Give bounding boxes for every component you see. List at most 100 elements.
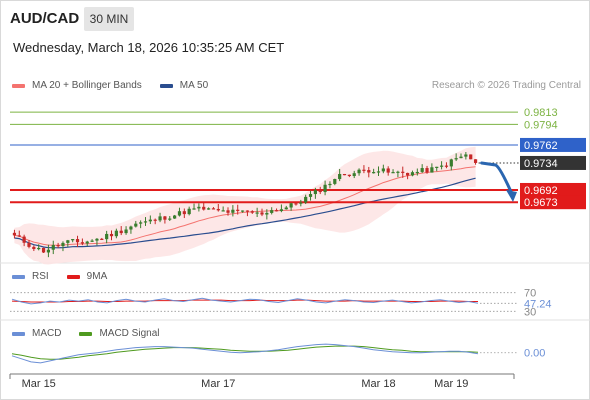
projection-arrow <box>480 161 514 196</box>
candle-body <box>17 235 21 237</box>
candle-body <box>80 242 84 244</box>
level-label-0.9813: 0.9813 <box>524 107 558 119</box>
level-tag-pivot <box>520 137 586 152</box>
current-price-label: 0.9734 <box>524 158 558 170</box>
candle-body <box>187 208 191 215</box>
candle-body <box>100 238 104 241</box>
candle-body <box>90 240 94 242</box>
level-tag-support <box>520 182 586 197</box>
candle-body <box>265 212 269 215</box>
candle-body <box>333 179 337 184</box>
ma50-swatch <box>159 83 173 88</box>
candle-body <box>328 183 332 186</box>
candle-body <box>192 208 196 210</box>
candle-body <box>56 245 60 247</box>
candle-body <box>148 219 152 222</box>
rsi-ma-swatch <box>66 274 80 279</box>
candle-body <box>425 168 429 173</box>
candle-body <box>391 172 395 174</box>
x-tick-label: Mar 18 <box>361 378 395 390</box>
rsi-tick-30: 30 <box>524 306 536 318</box>
candle-body <box>255 212 259 214</box>
chart-datetime: Wednesday, March 18, 2026 10:35:25 AM CE… <box>13 40 285 55</box>
candle-body <box>119 230 123 234</box>
macd-line <box>11 343 479 364</box>
current-price-tag <box>520 155 586 170</box>
candle-body <box>66 240 70 243</box>
candle-body <box>22 236 26 243</box>
macd-legend: MACD MACD Signal <box>12 328 177 339</box>
candle-body <box>226 210 230 213</box>
rsi-line <box>11 297 479 305</box>
candle-body <box>231 209 235 213</box>
candle-body <box>430 167 434 173</box>
ma20-swatch <box>12 83 25 88</box>
candle-body <box>260 212 264 215</box>
candle-body <box>381 168 385 172</box>
candle-body <box>105 233 109 240</box>
candle-body <box>61 242 65 247</box>
candle-body <box>372 172 376 174</box>
candle-body <box>362 169 366 171</box>
candle-body <box>376 171 381 173</box>
candle-body <box>182 211 186 215</box>
candle-body <box>37 247 41 250</box>
legend-item-ma50: MA 50 <box>159 80 209 91</box>
candle-body <box>406 172 410 176</box>
research-credit: Research © 2026 Trading Central <box>431 80 581 91</box>
candle-body <box>245 210 250 212</box>
candle-body <box>236 209 240 211</box>
level-label-0.9794: 0.9794 <box>524 119 558 131</box>
candle-body <box>274 210 279 212</box>
candle-body <box>206 208 211 210</box>
macd-signal-line <box>11 345 479 360</box>
candle-body <box>435 166 439 168</box>
candle-body <box>342 173 347 176</box>
candle-body <box>401 171 405 173</box>
macd-value-label: 0.00 <box>524 348 545 360</box>
candle-body <box>289 203 293 208</box>
candle-body <box>473 159 478 163</box>
candle-body <box>158 216 162 221</box>
candle-body <box>439 165 444 167</box>
rsi-legend: RSI 9MA <box>12 271 125 282</box>
legend-label-ma20: MA 20 + Bollinger Bands <box>32 80 142 91</box>
main-legend: MA 20 + Bollinger Bands MA 50 <box>12 80 226 91</box>
candle-body <box>357 169 361 174</box>
candle-body <box>177 211 182 216</box>
candle-body <box>410 172 415 176</box>
candle-body <box>240 210 245 212</box>
candle-body <box>27 242 31 247</box>
ma50-line <box>14 177 476 249</box>
rsi-swatch <box>12 274 25 279</box>
candle-body <box>313 190 317 195</box>
candle-body <box>163 216 167 220</box>
candle-body <box>420 168 424 172</box>
candle-body <box>318 190 322 193</box>
rsi-value-label: 47.24 <box>524 298 552 310</box>
candle-body <box>71 239 75 241</box>
candle-body <box>469 154 473 160</box>
candle-body <box>279 209 284 212</box>
candle-body <box>299 202 303 204</box>
candle-body <box>173 215 177 219</box>
x-tick-label: Mar 15 <box>22 378 56 390</box>
candle-body <box>338 173 342 180</box>
timeframe-button[interactable]: 30 MIN <box>84 7 134 31</box>
candle-body <box>449 159 453 167</box>
bollinger-band <box>14 146 476 265</box>
candle-body <box>352 173 356 177</box>
candle-body <box>444 165 449 167</box>
candle-body <box>396 171 400 173</box>
projection-arrow-head <box>506 189 517 202</box>
legend-label-ma50: MA 50 <box>179 80 209 91</box>
candle-body <box>114 230 118 237</box>
candle-body <box>153 219 157 221</box>
macd-signal-swatch <box>79 331 93 336</box>
candle-body <box>216 208 220 211</box>
candle-body <box>85 241 89 244</box>
candle-body <box>41 247 46 253</box>
legend-item-rsi-ma: 9MA <box>66 271 107 282</box>
candle-body <box>32 246 36 250</box>
